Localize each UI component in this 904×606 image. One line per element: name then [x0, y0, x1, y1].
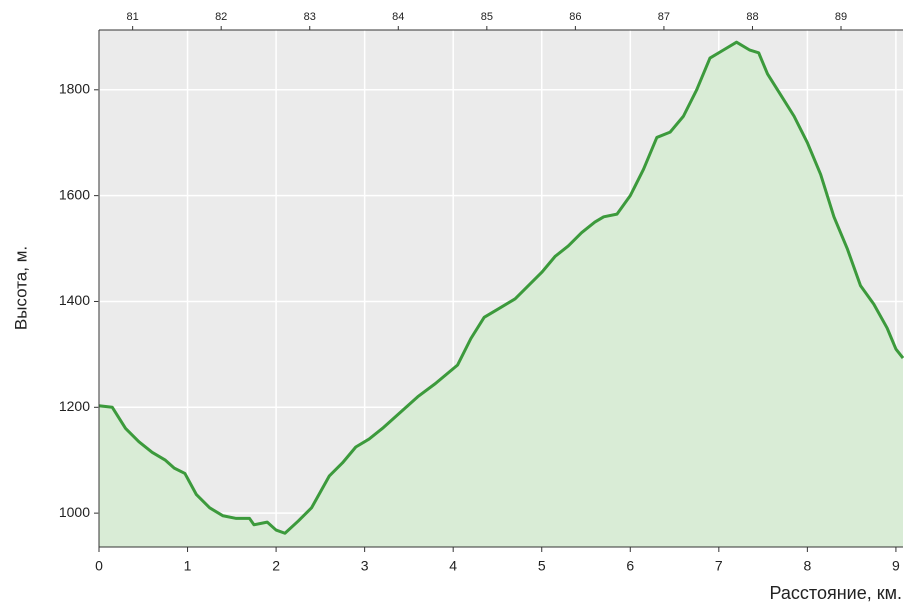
- x-tick-label: 6: [626, 558, 634, 574]
- x-tick-label: 8: [803, 558, 811, 574]
- y-tick-label: 1000: [59, 504, 90, 520]
- x2-tick-label: 84: [392, 11, 404, 23]
- x2-tick-label: 83: [304, 11, 316, 23]
- y-tick-label: 1400: [59, 292, 90, 308]
- x-tick-label: 9: [892, 558, 900, 574]
- x-tick-label: 1: [184, 558, 192, 574]
- x2-tick-label: 85: [481, 11, 493, 23]
- x-tick-label: 2: [272, 558, 280, 574]
- y-tick-label: 1800: [59, 80, 90, 96]
- y-tick-label: 1200: [59, 398, 90, 414]
- x2-tick-label: 82: [215, 11, 227, 23]
- x2-tick-label: 89: [835, 11, 847, 23]
- y-tick-label: 1600: [59, 186, 90, 202]
- x2-tick-label: 87: [658, 11, 670, 23]
- x-tick-label: 3: [361, 558, 369, 574]
- y-axis-label: Высота, м.: [11, 246, 30, 330]
- area: [99, 42, 903, 548]
- x-axis-label: Расстояние, км.: [770, 583, 902, 603]
- x-tick-label: 7: [715, 558, 723, 574]
- x2-tick-label: 81: [127, 11, 139, 23]
- x-tick-label: 0: [95, 558, 103, 574]
- x2-tick-label: 88: [746, 11, 758, 23]
- x2-tick-label: 86: [569, 11, 581, 23]
- line: [98, 40, 904, 535]
- x-tick-label: 4: [449, 558, 457, 574]
- x-tick-label: 5: [538, 558, 546, 574]
